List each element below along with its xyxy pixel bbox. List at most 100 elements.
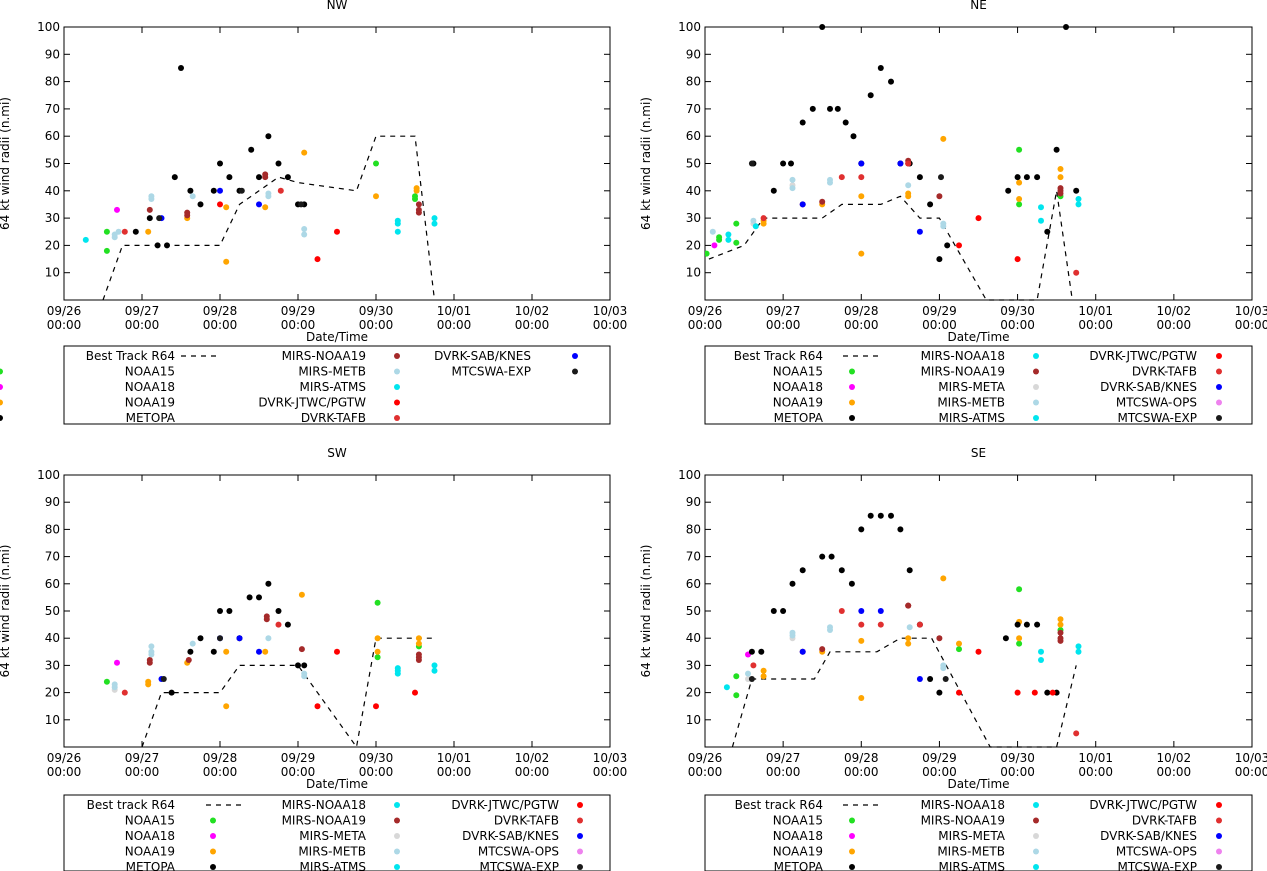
data-point bbox=[936, 689, 943, 696]
data-point bbox=[301, 226, 308, 232]
data-point bbox=[956, 646, 962, 653]
series-mtcswa-exp bbox=[156, 187, 305, 222]
legend-label: MIRS-NOAA18 bbox=[282, 798, 366, 812]
data-point bbox=[226, 608, 233, 614]
series-dvrk-tafb bbox=[760, 160, 1080, 276]
panel-title: SE bbox=[971, 446, 986, 460]
series-noaa19 bbox=[760, 135, 1064, 257]
series-dvrk-jtwc-pgtw bbox=[314, 648, 418, 710]
data-point bbox=[295, 662, 301, 669]
data-point bbox=[760, 215, 767, 222]
data-point bbox=[223, 648, 230, 655]
legend-label: MIRS-ATMS bbox=[300, 860, 367, 871]
y-tick-label: 70 bbox=[686, 102, 701, 116]
data-point bbox=[115, 228, 122, 235]
data-point bbox=[114, 206, 120, 213]
data-point bbox=[867, 92, 874, 99]
series-mirs-noaa19 bbox=[799, 157, 1064, 208]
x-tick-date-label: 09/28 bbox=[203, 751, 238, 765]
data-point bbox=[284, 174, 291, 181]
data-point bbox=[760, 220, 767, 227]
data-point bbox=[394, 220, 401, 227]
x-tick-time-label: 00:00 bbox=[1235, 765, 1267, 779]
series-mirs-atms bbox=[82, 215, 438, 243]
y-tick-label: 50 bbox=[45, 157, 60, 171]
data-point bbox=[850, 133, 857, 140]
legend-marker bbox=[0, 368, 3, 375]
data-point bbox=[146, 215, 153, 222]
data-point bbox=[1073, 187, 1080, 194]
x-tick-time-label: 00:00 bbox=[203, 765, 238, 779]
data-point bbox=[827, 105, 833, 112]
y-tick-label: 60 bbox=[686, 577, 701, 591]
y-tick-label: 10 bbox=[686, 266, 701, 280]
panel-title: NE bbox=[970, 0, 987, 12]
data-point bbox=[262, 171, 269, 178]
series-mirs-noaa19 bbox=[146, 171, 422, 219]
y-tick-label: 60 bbox=[45, 129, 60, 143]
legend-label: MIRS-META bbox=[299, 829, 367, 843]
series-dvrk-tafb bbox=[750, 608, 1080, 737]
data-point bbox=[1005, 187, 1012, 194]
series-noaa15 bbox=[103, 599, 422, 685]
legend-marker bbox=[1216, 399, 1222, 406]
data-point bbox=[148, 643, 155, 650]
legend-marker bbox=[1216, 368, 1222, 375]
data-point bbox=[1038, 204, 1044, 211]
legend-label: NOAA19 bbox=[773, 396, 823, 410]
legend-label: NOAA15 bbox=[773, 814, 823, 828]
legend-marker bbox=[1033, 833, 1039, 839]
data-point bbox=[111, 684, 118, 691]
data-point bbox=[82, 236, 89, 243]
legend-label: DVRK-JTWC/PGTW bbox=[1089, 349, 1197, 363]
series-mirs-metb bbox=[111, 190, 308, 241]
data-point bbox=[415, 640, 422, 647]
legend-label: Best Track R64 bbox=[86, 349, 175, 363]
data-point bbox=[197, 635, 204, 642]
x-tick-time-label: 00:00 bbox=[203, 318, 238, 332]
data-point bbox=[256, 648, 262, 655]
legend-label: DVRK-TAFB bbox=[1132, 365, 1197, 379]
legend-marker bbox=[1216, 415, 1222, 421]
x-tick-date-label: 09/29 bbox=[281, 751, 316, 765]
y-tick-label: 80 bbox=[686, 75, 701, 89]
data-point bbox=[415, 635, 422, 642]
data-point bbox=[431, 662, 438, 669]
data-point bbox=[916, 228, 923, 235]
x-tick-time-label: 00:00 bbox=[1235, 318, 1267, 332]
series-mtcswa-exp bbox=[748, 160, 944, 181]
x-axis-label: Date/Time bbox=[306, 777, 368, 791]
data-point bbox=[944, 242, 951, 249]
data-point bbox=[284, 621, 291, 628]
data-point bbox=[752, 223, 759, 230]
data-point bbox=[413, 185, 420, 192]
legend-marker bbox=[1216, 802, 1222, 808]
legend-marker bbox=[394, 864, 400, 870]
y-axis-label: 64 kt wind radii (n.mi) bbox=[0, 545, 12, 678]
data-point bbox=[334, 228, 340, 235]
y-tick-label: 70 bbox=[45, 550, 60, 564]
data-point bbox=[877, 621, 884, 628]
data-point bbox=[1016, 201, 1023, 208]
data-point bbox=[842, 119, 849, 126]
y-tick-label: 10 bbox=[45, 266, 60, 280]
data-point bbox=[716, 236, 723, 243]
legend-label: MTCSWA-EXP bbox=[480, 860, 560, 871]
data-point bbox=[750, 217, 757, 224]
legend-label: DVRK-SAB/KNES bbox=[462, 829, 559, 843]
data-point bbox=[121, 689, 128, 696]
y-tick-label: 50 bbox=[686, 604, 701, 618]
legend-label: MTCSWA-EXP bbox=[452, 365, 532, 379]
data-point bbox=[301, 231, 308, 238]
data-point bbox=[184, 209, 191, 216]
x-tick-date-label: 10/02 bbox=[515, 304, 550, 318]
panel-title: NW bbox=[327, 0, 348, 12]
x-tick-date-label: 09/30 bbox=[359, 751, 394, 765]
data-point bbox=[374, 599, 381, 606]
legend-label: MIRS-ATMS bbox=[939, 860, 1006, 871]
data-point bbox=[301, 673, 308, 680]
y-tick-label: 50 bbox=[45, 604, 60, 618]
data-point bbox=[160, 676, 167, 682]
data-point bbox=[1038, 648, 1044, 655]
data-point bbox=[940, 220, 947, 227]
